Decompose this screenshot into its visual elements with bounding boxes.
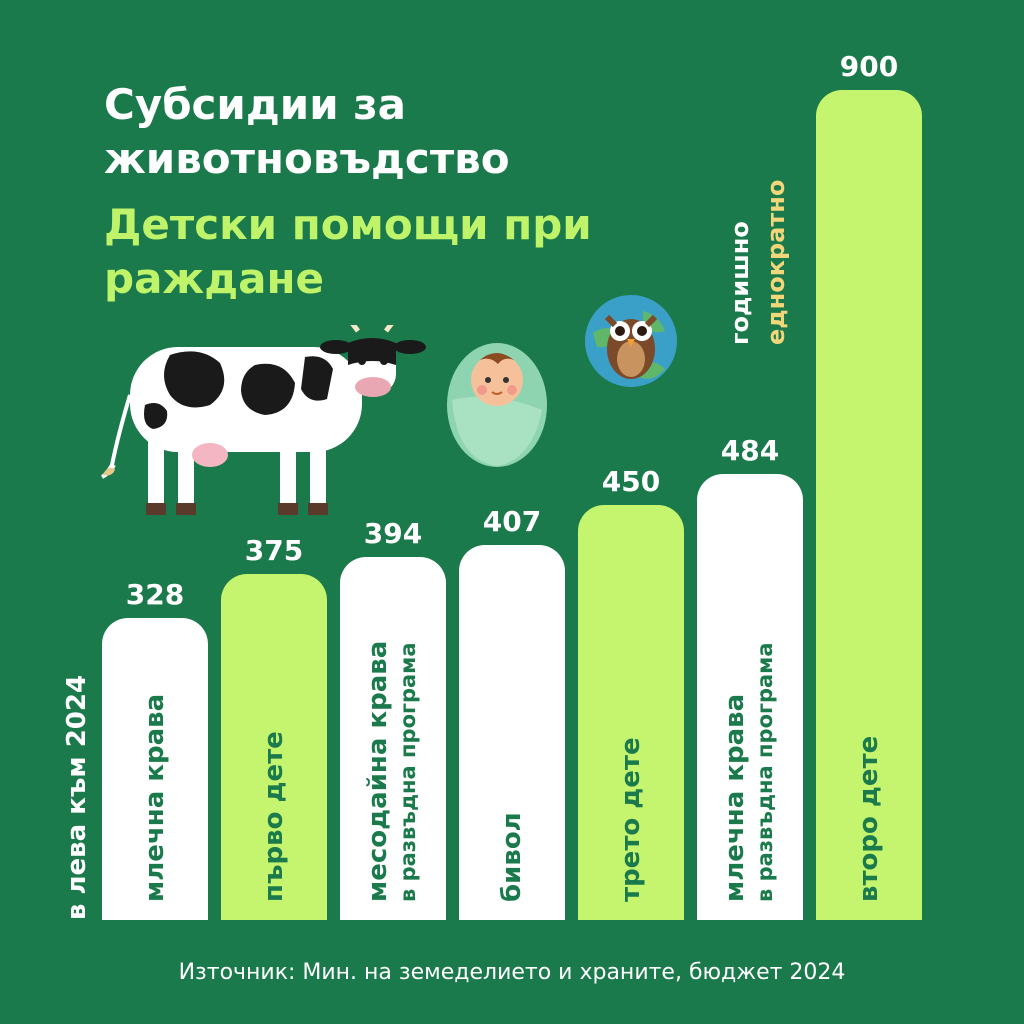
bar [697,473,803,920]
bar-category-label: млечна крава [140,694,170,902]
owl-globe-icon [585,295,677,387]
bar [340,556,446,920]
legend-yearly: годишно [726,221,754,345]
bar-category-line: второ дете [854,735,884,902]
unit-label: в лева към 2024 [62,674,92,920]
bar-category-line: в развъдна програма [396,642,420,902]
bar-category-label: трето дете [616,737,646,902]
bar-value-label: 900 [839,50,899,83]
chart-subtitle: Детски помощи при раждане [104,200,592,303]
legend-one-time: еднократно [762,179,790,345]
bar [578,505,684,920]
bar [816,90,922,920]
bar [221,574,327,920]
source-note: Източник: Мин. на земеделието и храните,… [178,960,846,985]
bar-category-line: в развъдна програма [753,642,777,902]
baby-icon [447,343,547,467]
bar-category-label: млечна крава в развъдна програма [720,642,780,902]
bar-category-label: първо дете [259,731,289,902]
chart-title: Субсидии за животновъдство [104,80,510,183]
bar-category-line: трето дете [616,737,646,902]
bar [459,544,565,920]
bar-value-label: 328 [125,577,185,611]
bar-category-line: месодайна крава [363,640,393,902]
bar-category-line: млечна крава [720,693,750,902]
bar-value-label: 407 [482,504,542,538]
bar-value-label: 484 [720,433,780,467]
bar-value-label: 450 [601,465,661,498]
bar-category-label: второ дете [854,736,884,902]
bar-category-line: млечна крава [140,693,170,902]
bar-value-label: 394 [363,516,423,550]
bar-category-line: първо дете [259,731,289,902]
bar-category-line: бивол [497,812,527,902]
bar-category-label: бивол [497,812,527,902]
bar-value-label: 375 [244,534,304,568]
bar-category-label: месодайна крава в развъдна програма [363,641,423,902]
bar [102,617,208,920]
cow-icon [100,325,426,515]
